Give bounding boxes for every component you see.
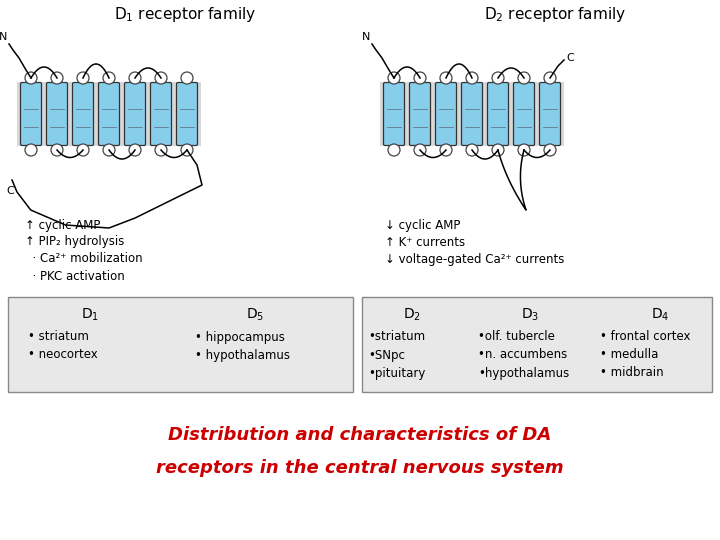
- Text: •n. accumbens: •n. accumbens: [478, 348, 567, 361]
- Text: N: N: [362, 32, 370, 42]
- FancyBboxPatch shape: [513, 83, 534, 145]
- FancyBboxPatch shape: [150, 83, 171, 145]
- Text: D$_5$: D$_5$: [246, 307, 264, 323]
- Circle shape: [414, 144, 426, 156]
- Text: • hypothalamus: • hypothalamus: [195, 348, 290, 361]
- FancyBboxPatch shape: [487, 83, 508, 145]
- Text: • striatum: • striatum: [28, 330, 89, 343]
- Text: •olf. tubercle: •olf. tubercle: [478, 330, 555, 343]
- Circle shape: [51, 144, 63, 156]
- Text: D$_2$: D$_2$: [403, 307, 421, 323]
- Text: • hippocampus: • hippocampus: [195, 330, 285, 343]
- Circle shape: [544, 144, 556, 156]
- Text: D$_4$: D$_4$: [651, 307, 669, 323]
- Circle shape: [181, 144, 193, 156]
- Circle shape: [466, 72, 478, 84]
- Text: C: C: [566, 53, 574, 63]
- Text: ↑ PIP₂ hydrolysis: ↑ PIP₂ hydrolysis: [25, 235, 125, 248]
- Circle shape: [129, 72, 141, 84]
- Text: · PKC activation: · PKC activation: [25, 269, 125, 282]
- FancyBboxPatch shape: [99, 83, 120, 145]
- Circle shape: [25, 72, 37, 84]
- Text: • frontal cortex: • frontal cortex: [600, 330, 690, 343]
- Text: receptors in the central nervous system: receptors in the central nervous system: [156, 459, 564, 477]
- FancyBboxPatch shape: [539, 83, 560, 145]
- Text: D$_1$: D$_1$: [81, 307, 99, 323]
- Circle shape: [103, 72, 115, 84]
- Circle shape: [518, 72, 530, 84]
- Text: • midbrain: • midbrain: [600, 367, 664, 380]
- FancyBboxPatch shape: [47, 83, 68, 145]
- Text: · Ca²⁺ mobilization: · Ca²⁺ mobilization: [25, 253, 143, 266]
- Text: •pituitary: •pituitary: [368, 367, 426, 380]
- Text: •SNpc: •SNpc: [368, 348, 405, 361]
- Bar: [380, 82, 564, 146]
- FancyBboxPatch shape: [384, 83, 405, 145]
- Text: • medulla: • medulla: [600, 348, 658, 361]
- Circle shape: [155, 72, 167, 84]
- FancyBboxPatch shape: [73, 83, 94, 145]
- Circle shape: [103, 144, 115, 156]
- Circle shape: [492, 144, 504, 156]
- Bar: [17, 82, 201, 146]
- Circle shape: [181, 72, 193, 84]
- Text: ↓ voltage-gated Ca²⁺ currents: ↓ voltage-gated Ca²⁺ currents: [385, 253, 564, 266]
- Circle shape: [129, 144, 141, 156]
- Circle shape: [518, 144, 530, 156]
- Text: ↑ cyclic AMP: ↑ cyclic AMP: [25, 219, 100, 232]
- Text: N: N: [0, 32, 7, 42]
- FancyBboxPatch shape: [410, 83, 431, 145]
- Circle shape: [544, 72, 556, 84]
- Circle shape: [388, 144, 400, 156]
- Circle shape: [440, 144, 452, 156]
- Circle shape: [414, 72, 426, 84]
- Text: D$_1$ receptor family: D$_1$ receptor family: [114, 5, 256, 24]
- Text: C: C: [6, 186, 14, 196]
- Text: • neocortex: • neocortex: [28, 348, 98, 361]
- Circle shape: [51, 72, 63, 84]
- Text: •hypothalamus: •hypothalamus: [478, 367, 570, 380]
- Text: D$_3$: D$_3$: [521, 307, 539, 323]
- Circle shape: [440, 72, 452, 84]
- Circle shape: [155, 144, 167, 156]
- Circle shape: [492, 72, 504, 84]
- Bar: [362, 297, 712, 392]
- Circle shape: [25, 144, 37, 156]
- FancyBboxPatch shape: [176, 83, 197, 145]
- Bar: [8, 297, 353, 392]
- Text: D$_2$ receptor family: D$_2$ receptor family: [484, 5, 626, 24]
- Text: Distribution and characteristics of DA: Distribution and characteristics of DA: [168, 426, 552, 444]
- Circle shape: [388, 72, 400, 84]
- Text: •striatum: •striatum: [368, 330, 425, 343]
- Circle shape: [77, 72, 89, 84]
- FancyBboxPatch shape: [125, 83, 145, 145]
- Circle shape: [77, 144, 89, 156]
- FancyBboxPatch shape: [20, 83, 42, 145]
- Text: ↑ K⁺ currents: ↑ K⁺ currents: [385, 235, 465, 248]
- FancyBboxPatch shape: [462, 83, 482, 145]
- Circle shape: [466, 144, 478, 156]
- FancyBboxPatch shape: [436, 83, 456, 145]
- Text: ↓ cyclic AMP: ↓ cyclic AMP: [385, 219, 460, 232]
